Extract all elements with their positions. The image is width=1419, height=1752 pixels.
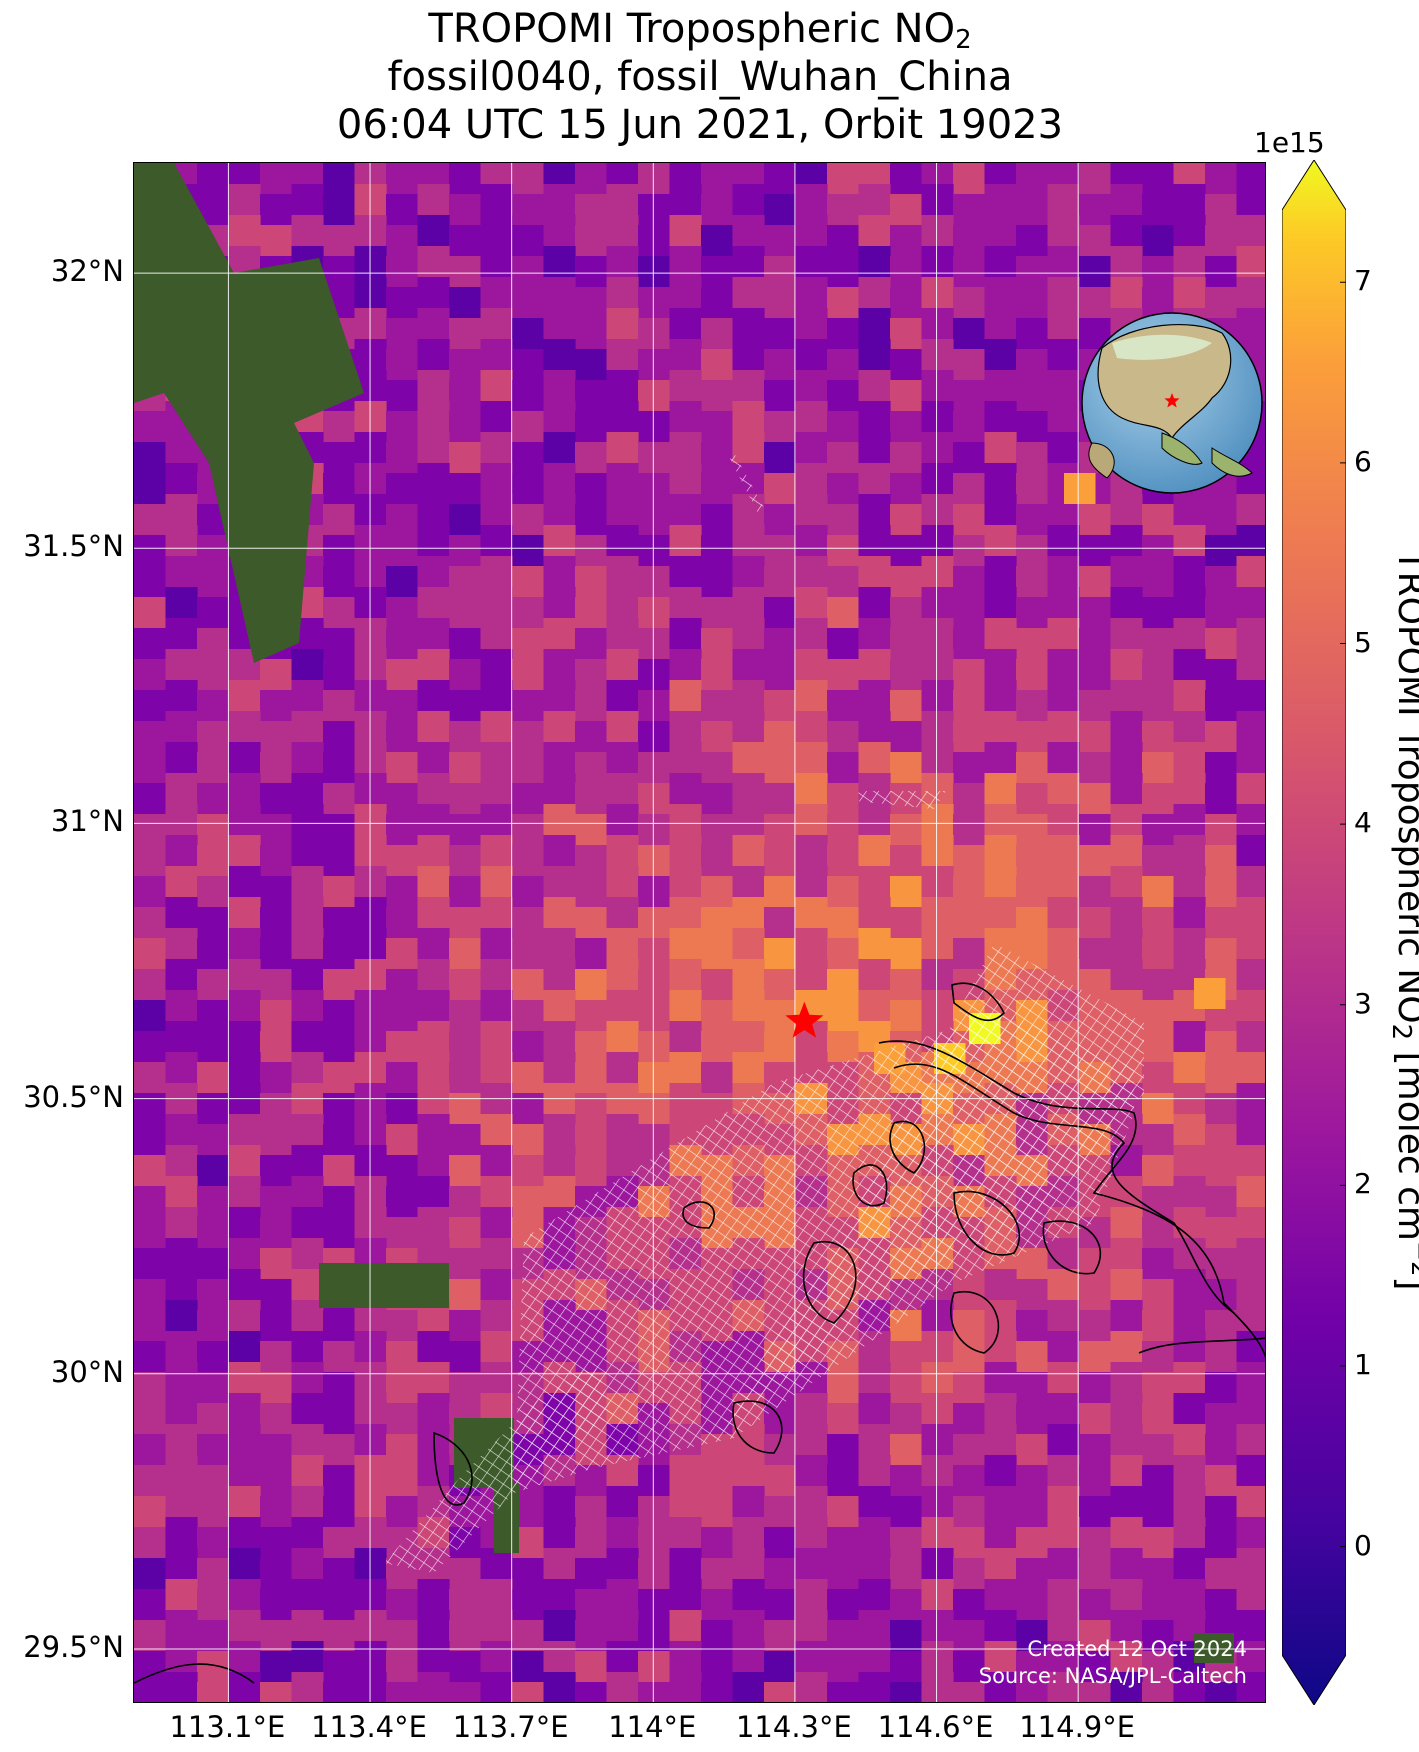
inset-star bbox=[1164, 393, 1180, 408]
lon-tick-label: 114°E bbox=[608, 1710, 697, 1744]
credit-created: Created 12 Oct 2024 bbox=[1027, 1637, 1247, 1661]
lat-tick-label: 31.5°N bbox=[23, 529, 124, 564]
colorbar-tick-label: 6 bbox=[1354, 444, 1372, 478]
lat-tick-label: 31°N bbox=[50, 804, 124, 839]
chart-title-line1: TROPOMI Tropospheric NO2 bbox=[428, 6, 972, 55]
chart-title-line3: 06:04 UTC 15 Jun 2021, Orbit 19023 bbox=[336, 102, 1064, 148]
colorbar-tick-label: 1 bbox=[1354, 1348, 1372, 1381]
map-gridlines bbox=[134, 163, 1265, 1702]
colorbar-tick-label: 0 bbox=[1354, 1528, 1372, 1562]
colorbar-tick-label: 4 bbox=[1354, 806, 1372, 840]
lon-tick-label: 113.4°E bbox=[311, 1710, 427, 1744]
colorbar-exponent: 1e15 bbox=[1254, 126, 1325, 159]
target-star-marker bbox=[785, 1001, 824, 1038]
land-imagery bbox=[134, 163, 1234, 1663]
map-panel: Created 12 Oct 2024 Source: NASA/JPL-Cal… bbox=[133, 162, 1266, 1703]
colorbar bbox=[1282, 160, 1346, 1705]
overlay-swath-hatched bbox=[384, 453, 1144, 1573]
lat-tick-label: 30.5°N bbox=[23, 1079, 124, 1114]
colorbar-label: TROPOMI Tropospheric NO2 [molec cm−2] bbox=[1386, 549, 1419, 1291]
target-star bbox=[785, 1001, 824, 1038]
lon-tick-label: 114.6°E bbox=[877, 1710, 994, 1744]
chart-title-line2: fossil0040, fossil_Wuhan_China bbox=[387, 54, 1013, 100]
lat-tick-label: 30°N bbox=[50, 1354, 124, 1389]
map-canvas bbox=[134, 163, 1265, 1702]
credit-source: Source: NASA/JPL-Caltech bbox=[978, 1664, 1247, 1688]
colorbar-tick-label: 2 bbox=[1354, 1167, 1372, 1201]
lon-tick-label: 113.7°E bbox=[452, 1710, 569, 1744]
colorbar-tick-label: 5 bbox=[1354, 625, 1372, 659]
globe-inset bbox=[1081, 312, 1263, 494]
colorbar-tick-label: 3 bbox=[1354, 986, 1372, 1020]
lon-tick-label: 114.3°E bbox=[735, 1710, 852, 1744]
lat-tick-label: 29.5°N bbox=[23, 1629, 124, 1664]
coastline-contours bbox=[134, 982, 1265, 1684]
lat-tick-label: 32°N bbox=[50, 254, 124, 289]
lon-tick-label: 114.9°E bbox=[1019, 1710, 1136, 1744]
colorbar-tick-label: 7 bbox=[1354, 264, 1372, 298]
credit-text: Created 12 Oct 2024 Source: NASA/JPL-Cal… bbox=[979, 1636, 1247, 1690]
lon-tick-label: 113.1°E bbox=[169, 1710, 286, 1744]
